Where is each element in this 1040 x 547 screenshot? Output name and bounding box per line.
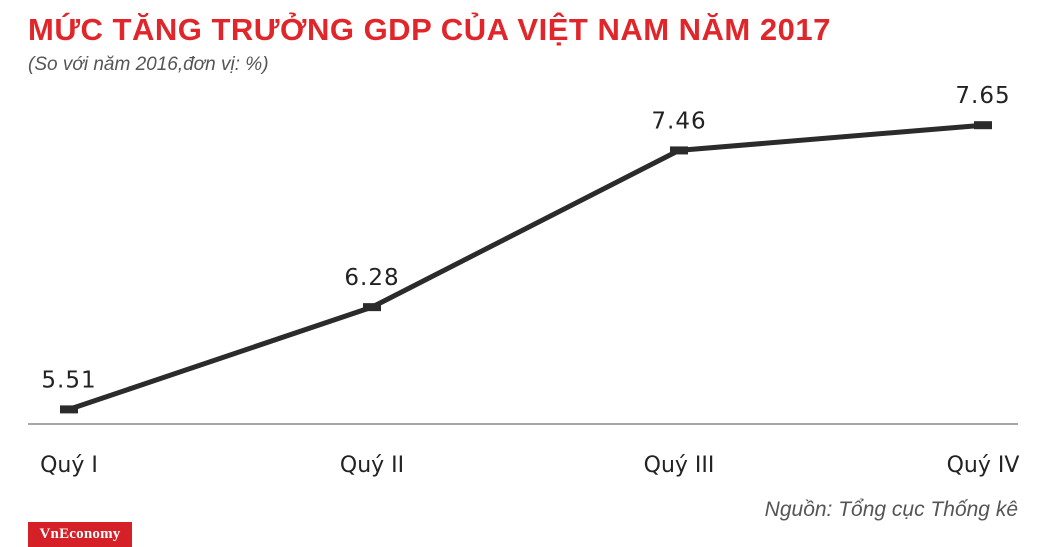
x-tick-label: Quý IV [947, 453, 1020, 478]
data-label: 7.46 [651, 108, 706, 134]
x-tick-label: Quý III [644, 453, 715, 478]
data-point-marker [363, 303, 381, 312]
logo-text: VnEconomy [39, 526, 121, 542]
chart-title: MỨC TĂNG TRƯỞNG GDP CỦA VIỆT NAM NĂM 201… [28, 12, 831, 47]
chart-subtitle: (So với năm 2016,đơn vị: %) [28, 54, 269, 75]
data-label: 5.51 [41, 367, 96, 393]
x-tick-label: Quý II [340, 453, 404, 478]
vneconomy-logo: VnEconomy [28, 522, 132, 547]
data-point-marker [60, 405, 78, 414]
data-label: 7.65 [955, 83, 1010, 109]
data-point-marker [670, 146, 688, 155]
data-label: 6.28 [344, 265, 399, 291]
source-note: Nguồn: Tổng cục Thống kê [764, 498, 1018, 521]
data-point-marker [974, 121, 992, 130]
series-line [68, 122, 984, 412]
x-tick-label: Quý I [40, 453, 98, 478]
